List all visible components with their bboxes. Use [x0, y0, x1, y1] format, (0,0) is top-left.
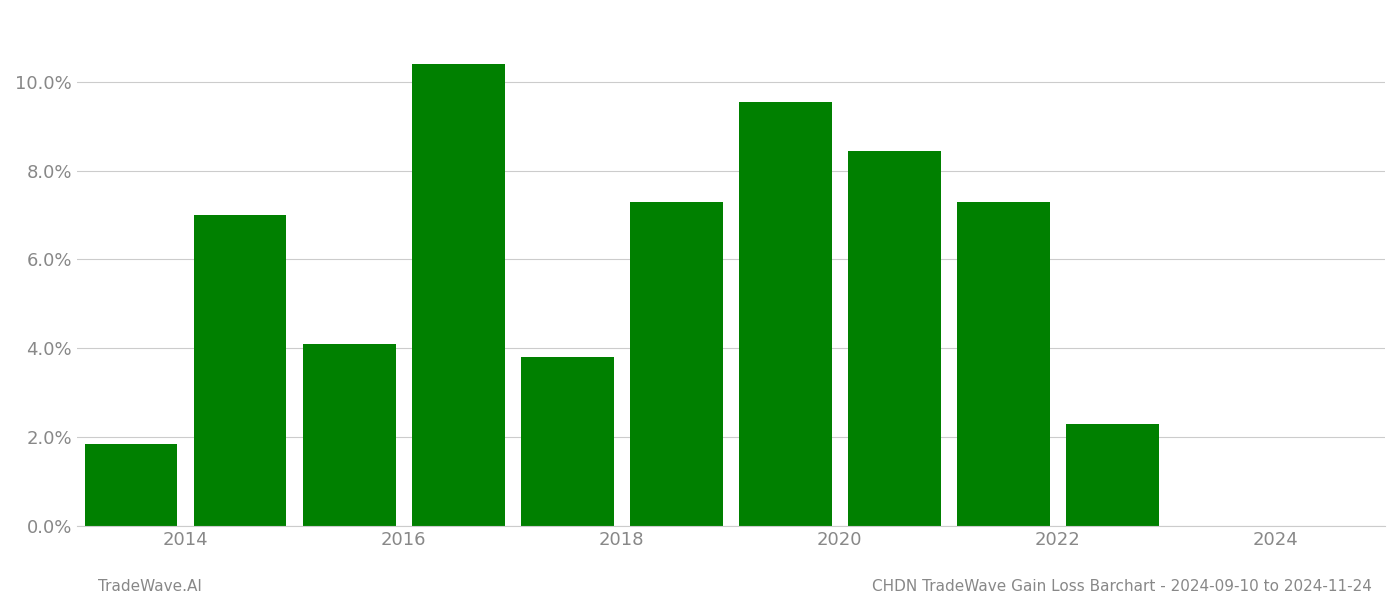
Bar [193, 215, 287, 526]
Bar [848, 151, 941, 526]
Bar [739, 101, 832, 526]
Text: CHDN TradeWave Gain Loss Barchart - 2024-09-10 to 2024-11-24: CHDN TradeWave Gain Loss Barchart - 2024… [872, 579, 1372, 594]
Bar [521, 357, 613, 526]
Bar [412, 64, 504, 526]
Bar [630, 202, 722, 526]
Text: TradeWave.AI: TradeWave.AI [98, 579, 202, 594]
Bar [302, 344, 396, 526]
Bar [1065, 424, 1159, 526]
Bar [85, 444, 178, 526]
Bar [958, 202, 1050, 526]
